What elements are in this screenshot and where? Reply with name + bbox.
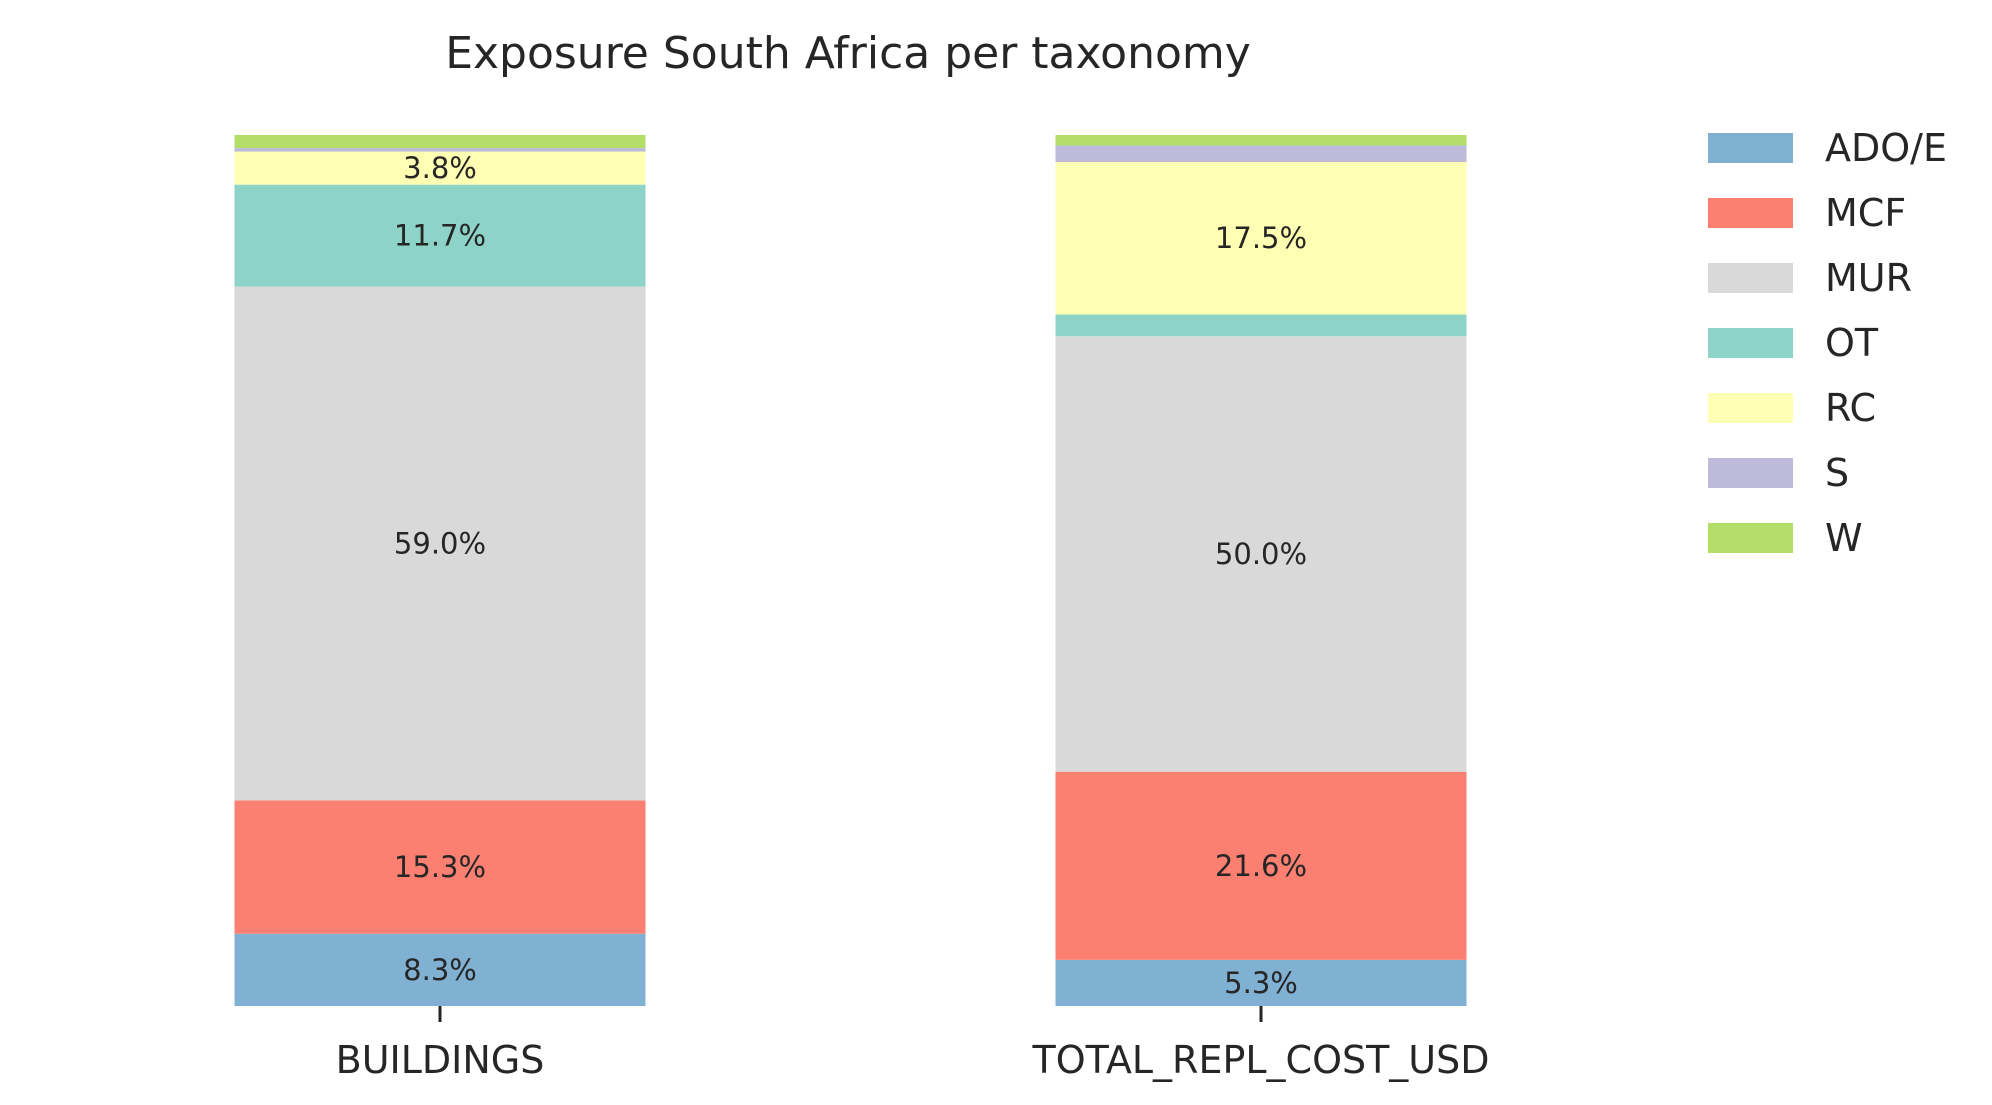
data-label-buildings-ot: 11.7% xyxy=(394,219,486,253)
data-label-buildings-rc: 3.8% xyxy=(403,151,477,185)
bar-total-repl-cost-usd-s xyxy=(1055,145,1467,163)
bar-total-repl-cost-usd-mcf xyxy=(1055,771,1467,960)
data-labels-layer: 8.3% 15.3% 59.0% 11.7% 3.8% 5.3% 21.6% 50.0% 17.… xyxy=(394,151,1307,1000)
data-label-buildings-ado-e: 8.3% xyxy=(403,953,477,987)
legend-label-mcf: MCF xyxy=(1825,191,1906,235)
bar-total-repl-cost-usd-w xyxy=(1055,135,1467,146)
legend-swatch-mur xyxy=(1708,263,1793,293)
bar-buildings-mur xyxy=(234,286,646,801)
legend: ADO/E MCF MUR OT RC SW xyxy=(1708,126,1947,560)
data-label-buildings-mur: 59.0% xyxy=(394,526,486,560)
bar-buildings-s xyxy=(234,148,646,152)
legend-label-ado-e: ADO/E xyxy=(1825,126,1947,170)
data-label-total-repl-cost-usd-mcf: 21.6% xyxy=(1215,849,1307,883)
bar-buildings-ado-e xyxy=(234,933,646,1006)
legend-swatch-ot xyxy=(1708,328,1793,358)
data-label-total-repl-cost-usd-rc: 17.5% xyxy=(1215,221,1307,255)
bar-total-repl-cost-usd-ot xyxy=(1055,314,1467,337)
chart-title: Exposure South Africa per taxonomy xyxy=(445,28,1251,79)
legend-label-ot: OT xyxy=(1825,321,1879,365)
data-label-buildings-mcf: 15.3% xyxy=(394,850,486,884)
x-axis: BUILDINGS TOTAL_REPL_COST_USD xyxy=(336,1006,1490,1082)
legend-swatch-s xyxy=(1708,458,1793,488)
legend-swatch-rc xyxy=(1708,393,1793,423)
x-tick-label-buildings: BUILDINGS xyxy=(336,1038,545,1082)
legend-swatch-mcf xyxy=(1708,198,1793,228)
bars-layer xyxy=(234,135,1467,1006)
bar-total-repl-cost-usd-mur xyxy=(1055,336,1467,772)
x-tick-label-total-repl-cost-usd: TOTAL_REPL_COST_USD xyxy=(1031,1038,1489,1082)
bar-buildings-ot xyxy=(234,184,646,287)
legend-label-rc: RC xyxy=(1825,386,1876,430)
bar-buildings-w xyxy=(234,135,646,149)
data-label-total-repl-cost-usd-ado-e: 5.3% xyxy=(1224,966,1298,1000)
bar-buildings-rc xyxy=(234,151,646,185)
legend-label-mur: MUR xyxy=(1825,256,1912,300)
bar-total-repl-cost-usd-ado-e xyxy=(1055,959,1467,1006)
bar-total-repl-cost-usd-rc xyxy=(1055,162,1467,315)
legend-label-s: S xyxy=(1825,451,1849,495)
data-label-total-repl-cost-usd-mur: 50.0% xyxy=(1215,537,1307,571)
legend-swatch-ado-e xyxy=(1708,133,1793,163)
legend-swatch-w xyxy=(1708,523,1793,553)
bar-buildings-mcf xyxy=(234,800,646,934)
legend-label-w: W xyxy=(1825,516,1863,560)
